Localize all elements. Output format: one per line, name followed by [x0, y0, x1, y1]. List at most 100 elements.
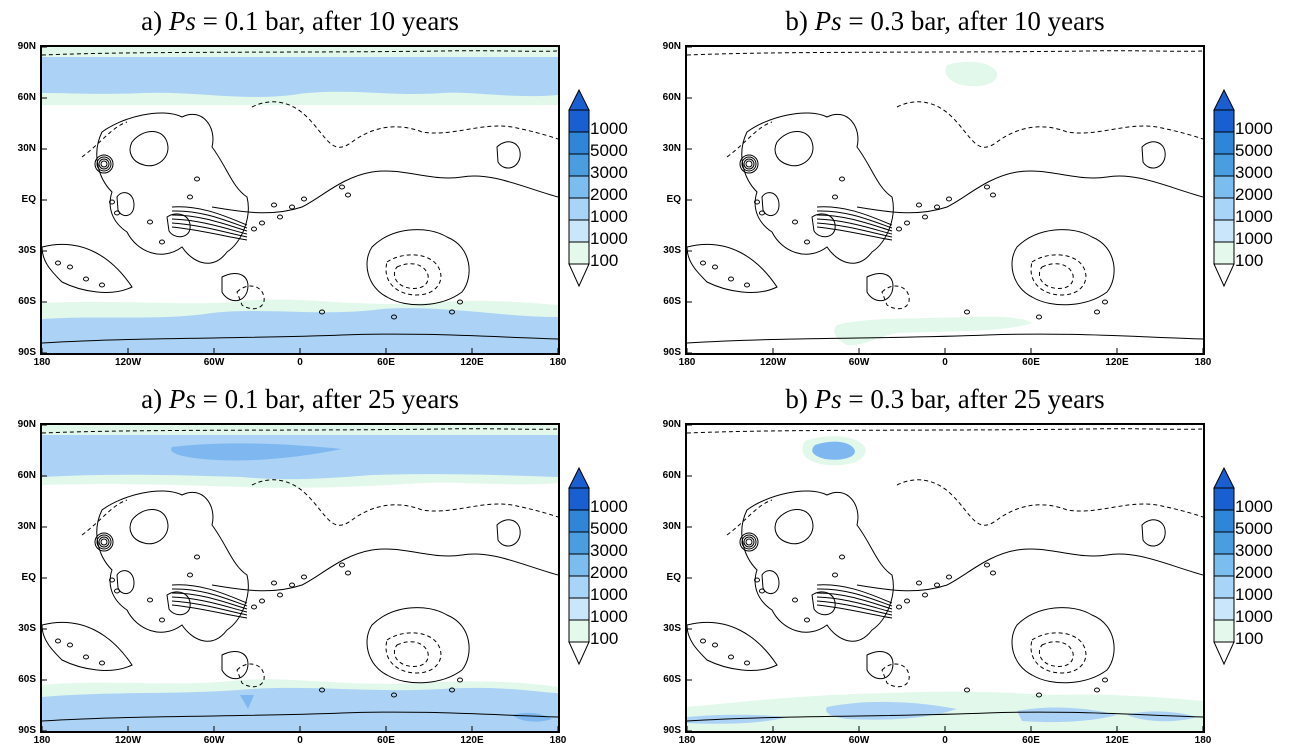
title-variable: Ps: [168, 6, 196, 36]
colorbar-max-triangle: [568, 466, 590, 489]
colorbar-segment: [568, 131, 590, 155]
colorbar-segment: [1213, 553, 1235, 577]
colorbar-svg: [1213, 88, 1235, 288]
lat-label: 60N: [662, 92, 681, 103]
contour-blob: [728, 654, 734, 660]
fill-region-light-blue: [1127, 711, 1197, 722]
contour-blob: [1102, 677, 1108, 683]
contour-blob: [289, 204, 295, 210]
contour-blob: [792, 597, 798, 603]
contour-blob: [1094, 687, 1100, 693]
contour-blob: [759, 588, 765, 594]
contour-blob: [759, 210, 765, 216]
topography-contour: [166, 591, 191, 616]
contour-blob: [67, 642, 73, 648]
canyon-contour: [816, 218, 893, 235]
topography-contour-dashed: [251, 101, 558, 148]
topography-contour-dashed: [42, 428, 558, 434]
contour-blob: [457, 677, 463, 683]
colorbar-segment: [568, 575, 590, 599]
topography-contour-dashed: [251, 479, 558, 526]
lon-label: 60W: [848, 735, 870, 746]
colorbar-min-triangle: [568, 263, 590, 288]
map-area: [685, 45, 1205, 355]
contour-blob: [754, 577, 760, 583]
colorbar-label: 5000: [590, 141, 628, 160]
map-panel-1: a) Ps = 0.1 bar, after 10 years 90N 60N 30N…: [0, 0, 645, 378]
lon-label: 0: [297, 357, 303, 368]
volcano-contour: [96, 534, 112, 550]
contour-blob: [109, 577, 115, 583]
lat-label: 90N: [17, 419, 36, 430]
title-value: 0.3: [870, 384, 905, 414]
lon-label: 120E: [460, 357, 484, 368]
topography-contour: [96, 490, 249, 642]
lon-label: 60W: [203, 357, 225, 368]
topography-contour-dashed: [81, 499, 128, 536]
lon-label: 0: [942, 357, 948, 368]
topography-contour: [687, 711, 1203, 722]
topography-contour: [366, 229, 470, 306]
canyon-contour: [816, 596, 893, 613]
topography-contour-dashed: [881, 285, 910, 310]
contour-blob: [964, 309, 970, 315]
colorbar-max-triangle: [1213, 466, 1235, 489]
map-panel-4: b) Ps = 0.3 bar, after 25 years 90N 60N 30N…: [645, 378, 1290, 756]
topography-contour: [774, 509, 814, 545]
contour-blob: [896, 604, 902, 610]
colorbar-label: 1000: [590, 119, 628, 138]
contour-blob: [277, 214, 283, 220]
topography-contour: [42, 621, 133, 671]
contour-blob: [345, 192, 351, 198]
topography-contour: [761, 570, 780, 595]
topography-contour-dashed: [896, 479, 1203, 526]
contour-blob: [114, 210, 120, 216]
colorbar-label: 1000: [590, 497, 628, 516]
canyon-contour: [816, 604, 893, 619]
contour-blob: [114, 588, 120, 594]
lat-label: 60S: [18, 296, 36, 307]
contour-blob: [934, 582, 940, 588]
contour-blob: [792, 219, 798, 225]
colorbar-label: 100: [1235, 629, 1264, 648]
contour-blob: [301, 574, 307, 580]
contour-blob: [946, 196, 952, 202]
lat-label: 30N: [17, 521, 36, 532]
lon-label: 0: [942, 735, 948, 746]
map-area: [40, 45, 560, 355]
volcano-contour: [739, 532, 759, 552]
lat-label: 30N: [662, 521, 681, 532]
topography-contour-dashed: [236, 285, 265, 310]
topography-contour-dashed: [393, 641, 429, 667]
topography-contour-dashed: [1030, 632, 1087, 674]
contour-blob: [744, 660, 750, 666]
topography-contour: [116, 192, 135, 217]
fill-region-light-blue: [687, 714, 787, 724]
fill-region-light-blue: [1017, 707, 1117, 723]
lat-label: 90N: [662, 419, 681, 430]
colorbar-segment: [568, 597, 590, 621]
contour-blob: [259, 598, 265, 604]
map-svg: [687, 425, 1203, 731]
title-variable: Ps: [168, 384, 196, 414]
contour-blob: [449, 687, 455, 693]
title-equals: =: [848, 6, 864, 36]
topography-contour-dashed: [236, 663, 265, 688]
contour-blob: [728, 276, 734, 282]
topography-contour: [741, 112, 894, 264]
colorbar-segment: [1213, 131, 1235, 155]
contour-blob: [916, 580, 922, 586]
contour-blob: [259, 220, 265, 226]
panel-title: b) Ps = 0.3 bar, after 10 years: [685, 6, 1205, 37]
colorbar-label: 2000: [1235, 185, 1273, 204]
colorbar-segment: [568, 509, 590, 533]
contour-blob: [922, 592, 928, 598]
colorbar-segment: [1213, 619, 1235, 643]
topography-contour: [366, 607, 470, 684]
topography-contour: [687, 333, 1203, 344]
colorbar-segment: [568, 219, 590, 243]
topography-contour: [741, 490, 894, 642]
lat-label: 90N: [662, 41, 681, 52]
topography-contour: [42, 333, 558, 344]
lon-label: 120W: [759, 735, 787, 746]
